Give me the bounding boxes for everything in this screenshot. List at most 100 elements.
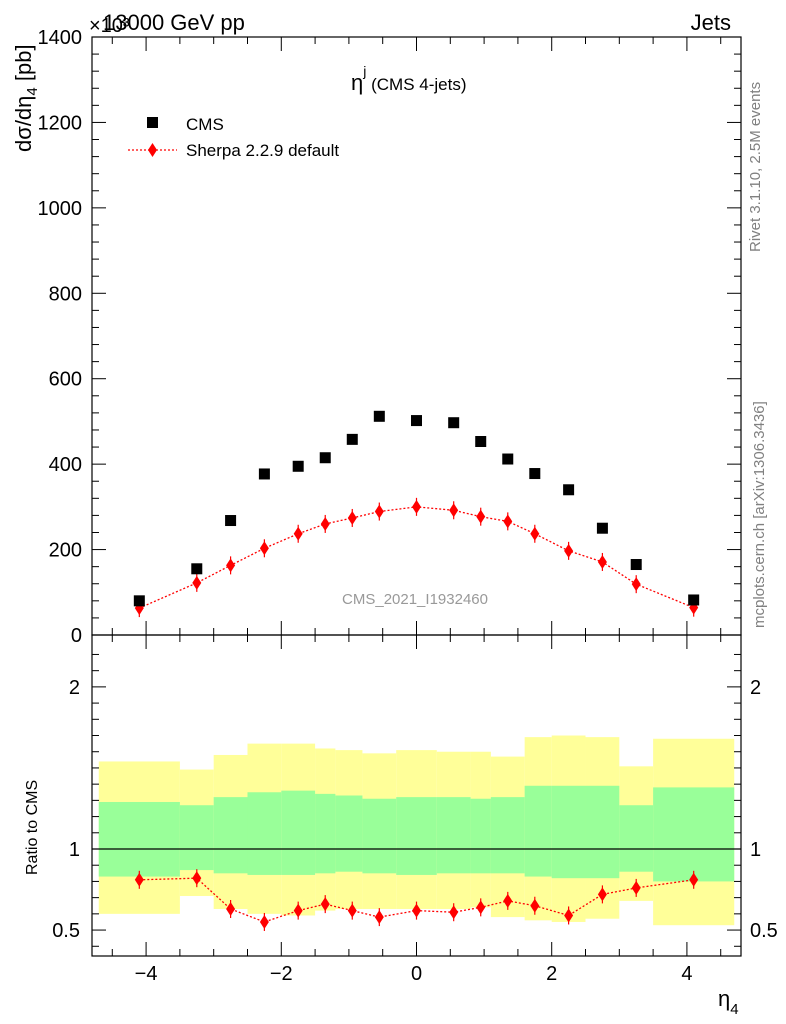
main-y-tick-label: 200 xyxy=(49,540,82,562)
ratio-sherpa-point xyxy=(476,900,486,915)
cms-point xyxy=(319,452,331,464)
main-y-tick-label: 1400 xyxy=(38,27,83,49)
ratio-sherpa-point xyxy=(449,905,459,920)
sherpa-point xyxy=(503,514,513,529)
ratio-band-inner-bin xyxy=(98,801,180,877)
main-y-tick-label: 0 xyxy=(71,625,82,647)
cms-point xyxy=(502,453,514,465)
main-y-axis-title-sub: 4 xyxy=(24,87,41,95)
chart-title: ηj (CMS 4-jets) xyxy=(351,63,467,95)
cms-point xyxy=(630,559,642,571)
ratio-sherpa-point xyxy=(259,914,269,929)
main-y-tick-label: 800 xyxy=(49,283,82,305)
ratio-sherpa-point xyxy=(320,897,330,912)
cms-point xyxy=(346,433,358,445)
ratio-band-inner-bin xyxy=(315,793,336,874)
cms-point xyxy=(133,595,145,607)
cms-point xyxy=(448,417,460,429)
ratio-band-inner-bin xyxy=(585,785,620,879)
cms-point xyxy=(563,484,575,496)
sherpa-point xyxy=(476,509,486,524)
ratio-sherpa-point xyxy=(192,871,202,886)
ratio-y-tick-label-right: 0.5 xyxy=(750,920,778,942)
chart-title-sup: j xyxy=(362,63,366,79)
ratio-sherpa-point xyxy=(564,908,574,923)
chart-title-sub: (CMS 4-jets) xyxy=(366,75,466,94)
sherpa-point xyxy=(412,499,421,514)
cms-point xyxy=(191,563,203,575)
sherpa-point xyxy=(347,510,357,525)
cms-point xyxy=(529,468,541,480)
cms-point xyxy=(258,468,270,480)
header-jets-label: Jets xyxy=(691,10,731,35)
ratio-y-tick-label-right: 2 xyxy=(750,677,761,699)
header-exponent-label: ×10³ xyxy=(89,15,130,37)
header-energy-label: 13000 GeV pp xyxy=(103,10,245,35)
ratio-band-inner-bin xyxy=(247,792,282,875)
main-y-axis-title-unit: [pb] xyxy=(11,44,36,87)
sherpa-point xyxy=(530,526,540,541)
ratio-band-inner-bin xyxy=(396,797,437,875)
main-y-axis-title-main: dσ/dη xyxy=(11,96,36,152)
cms-point xyxy=(373,410,385,422)
analysis-watermark: CMS_2021_I1932460 xyxy=(342,591,488,608)
ratio-sherpa-point xyxy=(412,903,421,918)
ratio-y-tick-label-left: 0.5 xyxy=(52,920,80,942)
main-y-tick-label: 400 xyxy=(49,454,82,476)
main-y-tick-label: 1200 xyxy=(38,112,83,134)
cms-point xyxy=(292,460,304,472)
ratio-sherpa-point xyxy=(134,872,144,887)
ratio-sherpa-point xyxy=(347,903,357,918)
sherpa-point xyxy=(259,541,269,556)
cms-point xyxy=(411,415,422,427)
mcplots-source-label: mcplots.cern.ch [arXiv:1306.3436] xyxy=(751,401,768,628)
ratio-band-inner-bin xyxy=(362,798,397,874)
x-axis-title-main: η xyxy=(718,986,730,1011)
legend-sherpa-label: Sherpa 2.2.9 default xyxy=(186,141,339,160)
x-tick-label: −2 xyxy=(270,963,293,985)
ratio-band-inner-bin xyxy=(335,795,363,872)
x-tick-label: 2 xyxy=(546,963,557,985)
x-tick-label: −4 xyxy=(135,963,158,985)
ratio-uncertainty-bands xyxy=(98,735,735,926)
ratio-band-inner-bin xyxy=(619,805,654,872)
ratio-band-inner-bin xyxy=(436,797,471,874)
chart-title-main: η xyxy=(351,70,363,95)
sherpa-point xyxy=(293,526,303,541)
cms-point xyxy=(225,515,237,527)
legend-cms-label: CMS xyxy=(186,115,224,134)
ratio-sherpa-point xyxy=(226,901,236,916)
ratio-sherpa-point xyxy=(530,898,540,913)
ratio-y-tick-label-right: 1 xyxy=(750,839,761,861)
ratio-y-tick-label-left: 1 xyxy=(69,839,80,861)
cms-point xyxy=(596,522,608,534)
ratio-sherpa-point xyxy=(293,903,303,918)
ratio-sherpa-point xyxy=(597,887,607,902)
ratio-sherpa-point xyxy=(631,880,641,895)
x-tick-label: 0 xyxy=(411,963,422,985)
cms-point xyxy=(688,594,700,606)
x-axis-title-sub: 4 xyxy=(730,1001,738,1018)
rivet-version-label: Rivet 3.1.10, 2.5M events xyxy=(747,82,764,252)
ratio-band-inner-bin xyxy=(179,805,214,871)
sherpa-point xyxy=(320,516,330,531)
main-y-axis-title: dσ/dη4 [pb] xyxy=(11,44,41,152)
ratio-band-inner-bin xyxy=(490,797,525,874)
main-y-tick-label: 1000 xyxy=(38,198,83,220)
sherpa-point xyxy=(597,554,607,569)
ratio-band-inner-bin xyxy=(653,787,735,882)
sherpa-point xyxy=(192,575,202,590)
x-axis-title: η4 xyxy=(718,986,739,1018)
sherpa-point xyxy=(449,503,459,518)
cms-point xyxy=(475,436,487,448)
ratio-band-inner-bin xyxy=(470,798,491,874)
x-tick-label: 4 xyxy=(681,963,692,985)
ratio-sherpa-point xyxy=(689,872,699,887)
axes: −4 −2 0 2 4 0 200 400 600 800 1000 1200 1400 0.5 0.5 1 1… xyxy=(38,27,778,985)
sherpa-point xyxy=(631,577,641,592)
main-series xyxy=(133,410,700,618)
legend: CMS Sherpa 2.2.9 default xyxy=(128,115,339,160)
ratio-band-inner-bin xyxy=(213,797,248,874)
ratio-y-axis-title: Ratio to CMS xyxy=(24,780,41,875)
